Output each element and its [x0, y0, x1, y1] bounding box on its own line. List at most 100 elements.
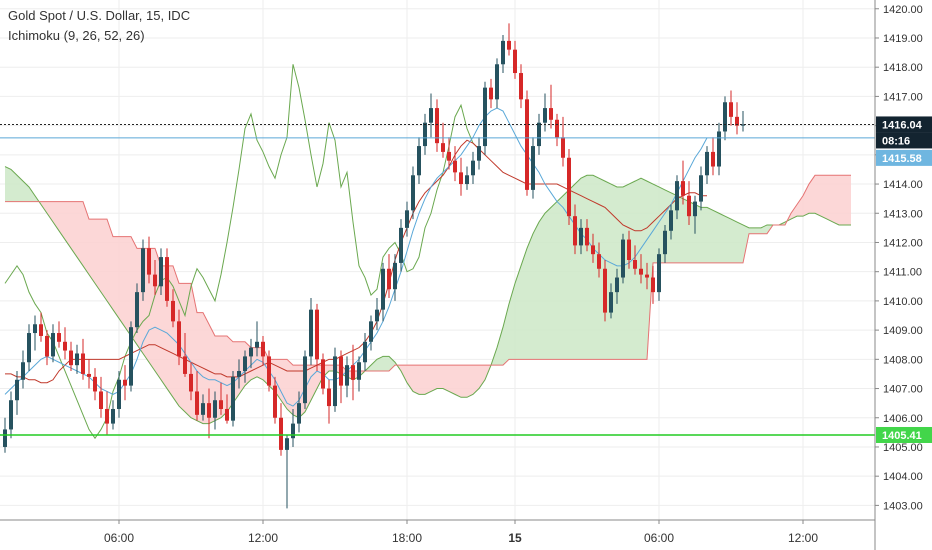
candle-body	[627, 239, 631, 260]
candle-body	[309, 309, 313, 357]
cloud-segment	[695, 204, 701, 263]
candle-body	[297, 403, 301, 424]
candle-body	[507, 40, 511, 50]
price-tick-label: 1407.00	[883, 384, 923, 396]
candle-body	[153, 274, 157, 287]
candle-body	[207, 403, 211, 418]
candle-body	[525, 99, 529, 190]
price-tags: 1416.04 08:16 1415.58 1405.41	[876, 116, 932, 443]
candle-body	[129, 327, 133, 386]
candle-body	[609, 292, 613, 313]
candle-body	[573, 216, 577, 246]
candle-body	[279, 417, 283, 450]
candle-body	[549, 108, 553, 120]
candle-body	[141, 248, 145, 293]
cloud-segment	[95, 219, 101, 293]
cloud-segment	[821, 175, 827, 220]
candle-body	[387, 268, 391, 290]
cloud-segment	[89, 219, 95, 284]
price-tick-label: 1406.00	[883, 413, 923, 425]
cloud-segment	[677, 195, 683, 263]
cloud-segment	[635, 178, 641, 360]
cloud-segment	[593, 175, 599, 360]
price-tick-label: 1412.00	[883, 237, 923, 249]
candle-body	[669, 210, 673, 231]
price-tick-label: 1418.00	[883, 62, 923, 74]
cloud-segment	[413, 365, 419, 395]
candle-body	[267, 356, 271, 386]
candle-body	[243, 356, 247, 372]
candle-body	[303, 356, 307, 404]
cloud-segment	[287, 359, 293, 415]
cloud-segment	[623, 184, 629, 360]
candle-body	[45, 335, 49, 357]
cloud-segment	[125, 236, 131, 336]
candle-body	[225, 408, 229, 421]
cloud-segment	[431, 365, 437, 392]
candle-body	[87, 373, 91, 377]
candle-body	[249, 347, 253, 357]
candle-body	[183, 356, 187, 374]
cloud-segment	[65, 201, 71, 249]
level-tag-bg	[876, 426, 932, 443]
cloud-segment	[437, 365, 443, 389]
cloud-segment	[455, 365, 461, 398]
cloud-segment	[539, 213, 545, 360]
candle-body	[231, 376, 235, 421]
time-tick-label: 18:00	[392, 531, 422, 545]
price-levels	[0, 123, 875, 436]
cloud-segment	[809, 175, 815, 214]
cloud-segment	[749, 227, 755, 234]
candle-body	[519, 73, 523, 100]
candle-body	[9, 400, 13, 430]
cloud-segment	[461, 365, 467, 398]
candle-body	[441, 143, 445, 152]
candle-body	[201, 403, 205, 415]
cloud-segment	[731, 219, 737, 263]
symbol-title[interactable]: Gold Spot / U.S. Dollar, 15, IDC	[8, 8, 191, 23]
chart-legend: Gold Spot / U.S. Dollar, 15, IDC Ichimok…	[8, 6, 190, 46]
cloud-segment	[83, 201, 89, 275]
price-tick-label: 1404.00	[883, 471, 923, 483]
candle-body	[585, 227, 589, 246]
candle-body	[375, 309, 379, 322]
cloud-segment	[221, 335, 227, 418]
cloud-segment	[467, 365, 473, 398]
cloud-segment	[113, 236, 119, 319]
candle-body	[501, 40, 505, 65]
candle-body	[171, 300, 175, 322]
cloud-segment	[761, 224, 767, 234]
time-tick-label: 12:00	[788, 531, 818, 545]
cloud-segment	[689, 201, 695, 263]
cloud-segment	[755, 227, 761, 234]
candle-body	[315, 309, 319, 360]
candle-body	[639, 268, 643, 275]
indicator-title[interactable]: Ichimoku (9, 26, 52, 26)	[8, 28, 145, 43]
candle-body	[651, 277, 655, 293]
cloud-segment	[203, 312, 209, 424]
candle-body	[723, 102, 727, 132]
candle-body	[513, 49, 517, 74]
cloud-segment	[707, 207, 713, 263]
cloud-segment	[443, 365, 449, 392]
cloud-segment	[389, 356, 395, 372]
candle-body	[693, 201, 697, 217]
candle-body	[567, 157, 571, 217]
cloud-segment	[551, 201, 557, 360]
cloud-segment	[209, 324, 215, 424]
cloud-segment	[239, 341, 245, 395]
candle-body	[57, 333, 61, 342]
price-tick-label: 1411.00	[883, 267, 922, 279]
candle-body	[435, 108, 439, 144]
candle-body	[213, 400, 217, 418]
candle-body	[69, 350, 73, 366]
candle-body	[411, 175, 415, 211]
cloud-segment	[77, 201, 83, 266]
candle-body	[399, 227, 403, 263]
cloud-segment	[515, 265, 521, 360]
candle-body	[321, 359, 325, 389]
candle-body	[471, 160, 475, 176]
candles	[3, 23, 745, 509]
